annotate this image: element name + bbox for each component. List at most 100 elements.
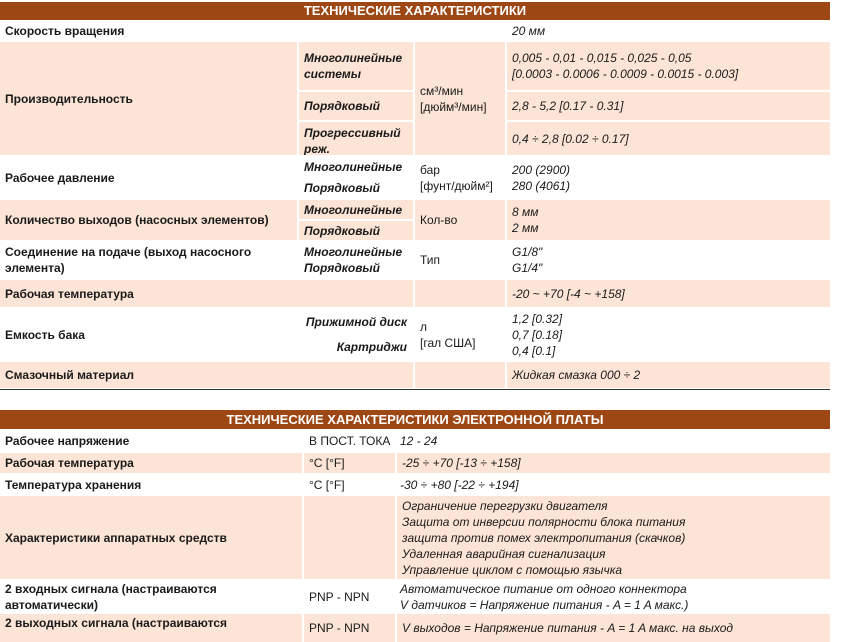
section-title: ТЕХНИЧЕСКИЕ ХАРАКТЕРИСТИКИ bbox=[303, 3, 527, 18]
row-label: Рабочее напряжение bbox=[5, 434, 130, 448]
cell: Скорость вращения bbox=[0, 22, 297, 40]
cell: Соединение на подаче (выход насосного эл… bbox=[0, 242, 297, 278]
value-text: 280 (4061) bbox=[512, 178, 571, 193]
cell: Рабочее давление bbox=[0, 157, 297, 198]
value-text: G1/8" bbox=[512, 245, 543, 259]
row-label: 2 входных сигнала (настраиваются автомат… bbox=[5, 581, 217, 612]
cell: бар [фунт/дюйм²] bbox=[415, 157, 505, 198]
sub-label: Порядковый bbox=[304, 223, 381, 238]
rule bbox=[0, 389, 830, 390]
cell: 0,4 ÷ 2,8 [0.02 ÷ 0.17] bbox=[507, 122, 830, 155]
cell: Характеристики аппаратных средств bbox=[0, 496, 302, 579]
cell: Рабочая температура bbox=[0, 453, 302, 473]
cell: -25 ÷ +70 [-13 ÷ +158] bbox=[397, 453, 830, 473]
row-label: Характеристики аппаратных средств bbox=[5, 530, 227, 545]
cell: 200 (2900) 280 (4061) bbox=[507, 157, 830, 198]
value-text: 1,2 [0.32] bbox=[512, 311, 563, 326]
cell: Жидкая смазка 000 ÷ 2 bbox=[507, 362, 830, 388]
row-label: Скорость вращения bbox=[5, 24, 125, 38]
cell: Емкость бака bbox=[0, 309, 297, 360]
cell: Производительность bbox=[0, 42, 297, 155]
value-text: V датчиков = Напряжение питания - A = 1 … bbox=[400, 597, 689, 612]
value-text: Жидкая смазка 000 ÷ 2 bbox=[512, 368, 641, 382]
cell: Многолинейные Порядковый bbox=[299, 157, 413, 198]
unit: бар bbox=[420, 162, 440, 177]
cell: Многолинейные Порядковый bbox=[299, 242, 413, 278]
value-text: 0,7 [0.18] bbox=[512, 327, 563, 342]
cell: Температура хранения bbox=[0, 475, 302, 494]
value-text: 0,4 [0.1] bbox=[512, 343, 556, 358]
cell: 2,8 - 5,2 [0.17 - 0.31] bbox=[507, 92, 830, 120]
value-text: 2 мм bbox=[512, 221, 539, 235]
value-text: Защита от инверсии полярности блока пита… bbox=[402, 514, 686, 529]
value-text: Ограничение перегрузки двигателя bbox=[402, 498, 608, 513]
row-label: Смазочный материал bbox=[5, 368, 135, 382]
cell: Прижимной диск Картриджи bbox=[299, 309, 413, 360]
value-text: 2,8 - 5,2 [0.17 - 0.31] bbox=[512, 99, 624, 113]
sub-label: Многолинейные bbox=[304, 160, 403, 175]
value-text: Управление циклом с помощью язычка bbox=[402, 562, 623, 577]
cell: Порядковый bbox=[299, 221, 413, 240]
cell: В ПОСТ. ТОКА bbox=[304, 431, 395, 451]
unit: PNP - NPN bbox=[309, 589, 370, 604]
row-label: Емкость бака bbox=[5, 327, 85, 342]
value-text: V выходов = Напряжение питания - A = 1 A… bbox=[402, 621, 734, 635]
row-label: Рабочая температура bbox=[5, 286, 134, 301]
row-label: Количество выходов (насосных элементов) bbox=[5, 213, 269, 227]
row-label: Температура хранения bbox=[5, 477, 142, 492]
cell: Ограничение перегрузки двигателя Защита о… bbox=[397, 496, 830, 579]
cell: л [гал США] bbox=[415, 309, 505, 360]
sub-label: Многолинейные системы bbox=[304, 51, 403, 81]
cell: V выходов = Напряжение питания - A = 1 A… bbox=[397, 614, 830, 642]
section-header: ТЕХНИЧЕСКИЕ ХАРАКТЕРИСТИКИ bbox=[0, 2, 830, 20]
unit: [фунт/дюйм²] bbox=[420, 178, 493, 193]
cell: 1,2 [0.32] 0,7 [0.18] 0,4 [0.1] bbox=[507, 309, 830, 360]
cell: Рабочее напряжение bbox=[0, 431, 302, 451]
cell: -30 ÷ +80 [-22 ÷ +194] bbox=[395, 475, 830, 494]
cell: 2 входных сигнала (настраиваются автомат… bbox=[0, 581, 302, 612]
cell: Многолинейные bbox=[299, 200, 413, 219]
cell: Порядковый bbox=[299, 92, 413, 120]
section-title: ТЕХНИЧЕСКИЕ ХАРАКТЕРИСТИКИ ЭЛЕКТРОННОЙ П… bbox=[226, 411, 604, 427]
cell: Смазочный материал bbox=[0, 362, 413, 388]
unit: °C [°F] bbox=[309, 456, 345, 470]
unit: Тип bbox=[420, 253, 441, 267]
cell: 8 мм 2 мм bbox=[507, 200, 830, 240]
cell: Многолинейные системы bbox=[299, 42, 413, 90]
cell: Прогрессивный реж. bbox=[299, 122, 413, 155]
cell: 0,005 - 0,01 - 0,015 - 0,025 - 0,05 [0.00… bbox=[507, 42, 830, 90]
row-label: Соединение на подаче (выход насосного эл… bbox=[5, 245, 252, 275]
cell: Количество выходов (насосных элементов) bbox=[0, 200, 297, 240]
cell bbox=[304, 496, 395, 579]
cell: Кол-во bbox=[415, 200, 505, 240]
value-text: -25 ÷ +70 [-13 ÷ +158] bbox=[402, 456, 521, 470]
sub-label: Порядковый bbox=[304, 99, 381, 113]
cell: Рабочая температура bbox=[0, 280, 413, 307]
unit: л bbox=[420, 319, 428, 334]
unit: °C [°F] bbox=[309, 477, 345, 492]
sub-label: Прогрессивный реж. bbox=[304, 126, 401, 155]
unit: см³/мин bbox=[420, 83, 464, 98]
cell: °C [°F] bbox=[304, 453, 395, 473]
cell: Тип bbox=[415, 242, 505, 278]
sub-label: Многолинейные bbox=[304, 245, 403, 259]
sub-label: Многолинейные bbox=[304, 202, 403, 217]
sub-label: Порядковый bbox=[304, 180, 381, 195]
value-text: 20 мм bbox=[512, 24, 546, 38]
sub-label: Картриджи bbox=[336, 340, 407, 355]
cell bbox=[415, 280, 505, 307]
value-text: 0,005 - 0,01 - 0,015 - 0,025 - 0,05 bbox=[512, 51, 692, 65]
value-text: Удаленная аварийная сигнализация bbox=[402, 546, 606, 561]
row-label: Рабочая температура bbox=[5, 456, 134, 470]
cell: 20 мм bbox=[507, 22, 830, 40]
value-text: защита против помех электропитания (скач… bbox=[402, 530, 686, 545]
value-text: 200 (2900) bbox=[512, 162, 571, 177]
cell: 2 выходных сигнала (настраиваются bbox=[0, 614, 302, 642]
unit: В ПОСТ. ТОКА bbox=[309, 434, 391, 448]
sub-label: Прижимной диск bbox=[305, 314, 407, 329]
value-text: 0,4 ÷ 2,8 [0.02 ÷ 0.17] bbox=[512, 131, 629, 146]
cell: -20 ~ +70 [-4 ~ +158] bbox=[507, 280, 830, 307]
value-text: -30 ÷ +80 [-22 ÷ +194] bbox=[400, 477, 519, 492]
unit: [гал США] bbox=[420, 335, 476, 350]
value-text: [0.0003 - 0.0006 - 0.0009 - 0.0015 - 0.0… bbox=[512, 67, 739, 81]
